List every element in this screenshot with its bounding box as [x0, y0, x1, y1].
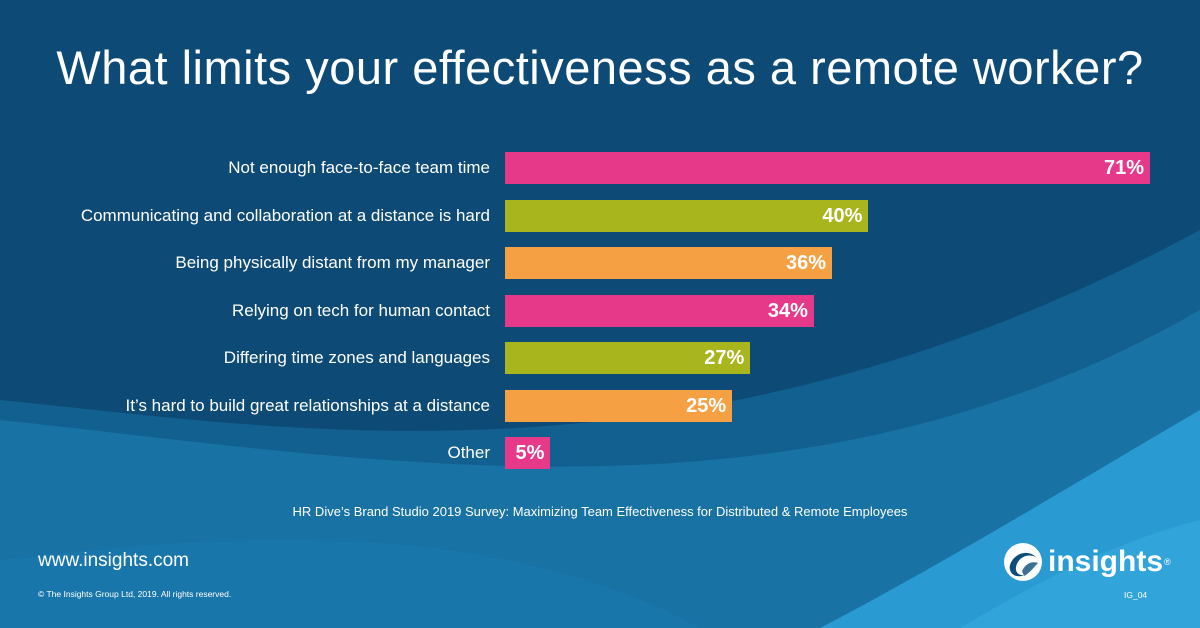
bar: 5%: [505, 437, 551, 469]
category-label: It’s hard to build great relationships a…: [125, 395, 490, 415]
copyright-text: © The Insights Group Ltd, 2019. All righ…: [38, 589, 232, 599]
bar: 34%: [505, 294, 814, 327]
website-link[interactable]: www.insights.com: [38, 550, 189, 571]
logo-wordmark: insights: [1048, 545, 1164, 578]
category-label: Other: [447, 443, 490, 462]
category-label: Not enough face-to-face team time: [228, 158, 490, 177]
bar: 36%: [505, 247, 833, 279]
source-note: HR Dive’s Brand Studio 2019 Survey: Maxi…: [292, 504, 908, 519]
bar: 25%: [505, 389, 733, 422]
bar: 71%: [505, 152, 1150, 184]
bar-value-label: 34%: [767, 299, 808, 322]
insights-swirl-logo-icon: [1004, 543, 1042, 581]
category-label: Relying on tech for human contact: [232, 300, 490, 320]
bar-value-label: 40%: [822, 204, 863, 227]
insights-logo: insights ®: [1002, 541, 1171, 583]
chart-title: What limits your effectiveness as a remo…: [56, 41, 1144, 94]
image-code: IG_04: [1124, 590, 1148, 600]
category-label: Communicating and collaboration at a dis…: [80, 205, 490, 225]
category-label: Differing time zones and languages: [223, 348, 490, 367]
bar: 40%: [505, 199, 869, 232]
bar-value-label: 27%: [704, 347, 745, 369]
category-label: Being physically distant from my manager: [175, 253, 490, 272]
bar: 27%: [505, 342, 751, 374]
registered-mark: ®: [1164, 557, 1171, 567]
bar-value-label: 25%: [686, 394, 727, 417]
bar-value-label: 71%: [1103, 157, 1144, 179]
bar-value-label: 36%: [786, 252, 827, 274]
bar-value-label: 5%: [515, 442, 545, 464]
